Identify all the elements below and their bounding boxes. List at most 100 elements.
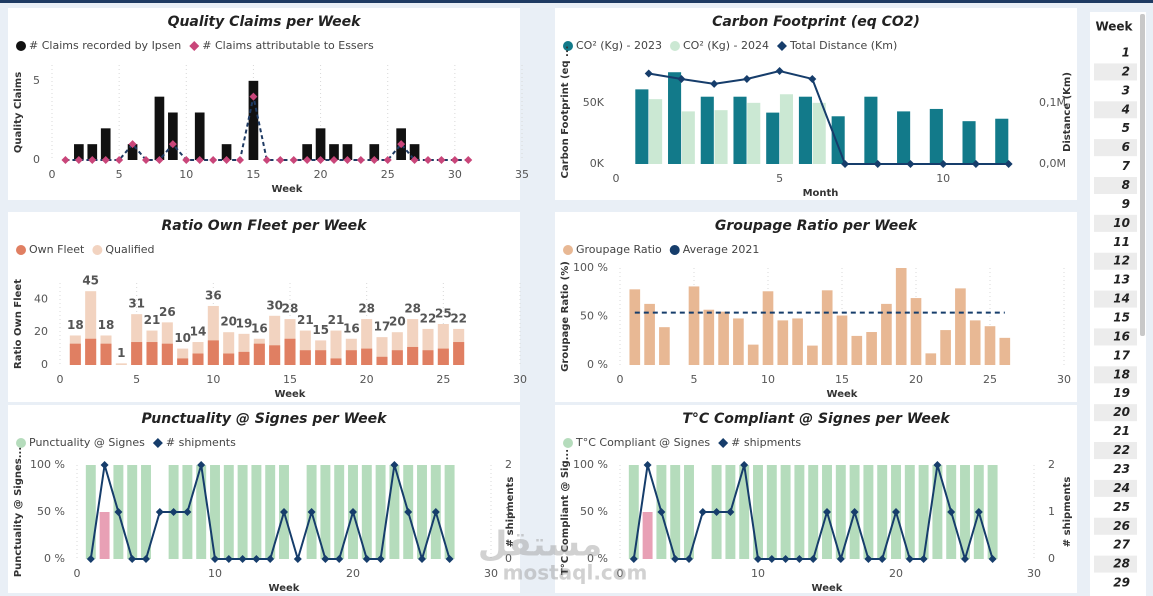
marker [252, 555, 261, 563]
bar [376, 337, 388, 365]
slicer-item-bg[interactable] [1094, 479, 1137, 497]
marker [100, 461, 109, 469]
marker [101, 156, 110, 164]
legend-marker [189, 41, 200, 51]
bar [766, 112, 780, 164]
slicer-item-bg[interactable] [1094, 101, 1137, 119]
slicer-item[interactable]: 16 [1113, 329, 1130, 343]
slicer-item-bg[interactable] [1094, 177, 1137, 195]
slicer-item[interactable]: 15 [1113, 311, 1130, 325]
slicer-item[interactable]: 8 [1122, 178, 1130, 192]
slicer-item[interactable]: 17 [1113, 348, 1130, 362]
data-label: 20 [389, 315, 406, 329]
slicer-item[interactable]: 19 [1113, 386, 1130, 400]
marker [939, 160, 948, 168]
slicer-item[interactable]: 29 [1113, 576, 1130, 590]
slicer-item[interactable]: 28 [1113, 557, 1130, 571]
slicer-item[interactable]: 11 [1113, 235, 1130, 249]
marker [726, 508, 735, 516]
slicer-item[interactable]: 1 [1122, 46, 1130, 60]
bar [422, 350, 434, 365]
bar [747, 344, 759, 365]
slicer-item[interactable]: 22 [1113, 443, 1130, 457]
marker [330, 156, 338, 164]
slicer-item-bg[interactable] [1094, 139, 1137, 157]
slicer-item[interactable]: 27 [1113, 538, 1130, 552]
bar [127, 144, 138, 160]
chart-title: T°C Compliant @ Signes per Week [682, 411, 951, 427]
slicer-item[interactable]: 10 [1113, 216, 1130, 230]
slicer-item[interactable]: 2 [1122, 64, 1130, 78]
slicer-item[interactable]: 3 [1122, 83, 1130, 97]
slicer-item-bg[interactable] [1094, 290, 1137, 308]
data-label: 14 [190, 325, 207, 339]
bar [417, 465, 427, 559]
bar [221, 144, 232, 160]
slicer-item[interactable]: 20 [1113, 405, 1130, 419]
slicer-item[interactable]: 6 [1122, 140, 1130, 154]
slicer-item-bg[interactable] [1094, 442, 1137, 460]
slicer-item-bg[interactable] [1094, 63, 1137, 81]
slicer-item-bg[interactable] [1094, 366, 1137, 384]
slicer-item-bg[interactable] [1094, 517, 1137, 535]
bar [780, 465, 791, 559]
slicer-item[interactable]: 9 [1122, 197, 1130, 211]
bar [895, 268, 907, 365]
slicer-item-bg[interactable] [1094, 252, 1137, 270]
marker [892, 508, 900, 516]
marker [211, 555, 219, 563]
bar [85, 338, 97, 365]
slicer-item[interactable]: 21 [1113, 424, 1130, 438]
bar [644, 303, 655, 365]
slicer-item[interactable]: 13 [1113, 273, 1130, 287]
bar [238, 351, 250, 365]
bar [315, 350, 327, 365]
marker [262, 156, 271, 164]
data-label: 10 [174, 331, 191, 345]
slicer-item[interactable]: 4 [1121, 102, 1130, 116]
marker [195, 156, 204, 164]
slicer-item-bg[interactable] [1094, 404, 1137, 422]
slicer-item[interactable]: 7 [1122, 159, 1131, 173]
chart-title: Carbon Footprint (eq CO2) [712, 14, 920, 30]
bar [635, 89, 649, 164]
slicer-item[interactable]: 18 [1113, 367, 1130, 381]
marker [276, 156, 285, 164]
bar [146, 342, 158, 365]
slicer-item[interactable]: 23 [1113, 462, 1130, 476]
bar [329, 144, 339, 160]
x-tick-label: 20 [360, 373, 374, 386]
x-tick-label: 5 [691, 373, 698, 386]
marker [873, 160, 882, 168]
marker [424, 156, 432, 164]
x-tick-label: 15 [283, 373, 297, 386]
bar [733, 318, 744, 365]
marker [236, 156, 244, 164]
legend-label: Groupage Ratio [576, 243, 662, 256]
slicer-item[interactable]: 12 [1113, 254, 1130, 268]
legend-marker [563, 438, 573, 448]
slicer-item[interactable]: 5 [1122, 121, 1130, 135]
bar [836, 315, 848, 365]
marker [343, 156, 352, 164]
marker [464, 156, 473, 164]
slicer-item[interactable]: 24 [1113, 481, 1130, 495]
marker [182, 156, 191, 164]
x-tick-label: 0 [617, 567, 624, 580]
bar [131, 314, 143, 365]
slicer-item[interactable]: 25 [1113, 500, 1130, 514]
marker [906, 160, 915, 168]
scrollbar[interactable] [1140, 14, 1145, 336]
slicer-item[interactable]: 14 [1113, 292, 1130, 306]
slicer-item-bg[interactable] [1094, 214, 1137, 232]
slicer-item[interactable]: 26 [1113, 519, 1130, 533]
slicer-item-bg[interactable] [1094, 328, 1137, 346]
bar [851, 335, 863, 365]
marker [919, 555, 928, 563]
y-axis-title: T°C Compliant @ Sig... [560, 449, 571, 575]
marker [418, 555, 426, 563]
watermark-logo: مستقل [478, 525, 602, 565]
bar [141, 465, 151, 559]
slicer-item-bg[interactable] [1094, 555, 1137, 573]
bar [753, 465, 763, 559]
